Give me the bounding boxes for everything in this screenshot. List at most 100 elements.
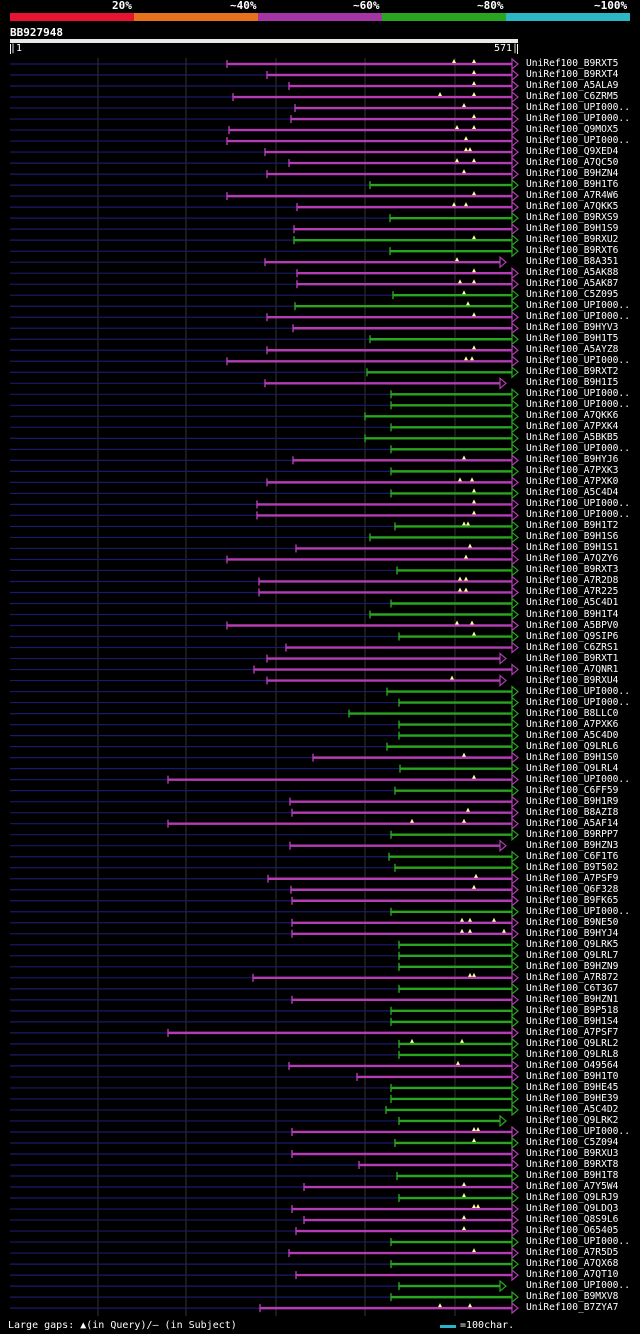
hit-label[interactable]: UniRef100_B9HYJ6 xyxy=(526,454,619,466)
hit-label[interactable]: UniRef100_A7Y5W4 xyxy=(526,1181,619,1193)
hit-label[interactable]: UniRef100_B9FK65 xyxy=(526,894,619,906)
hit-label[interactable]: UniRef100_B9RPP7 xyxy=(526,828,619,840)
hit-label[interactable]: UniRef100_A7R4W6 xyxy=(526,190,619,202)
hit-label[interactable]: UniRef100_Q9LDQ3 xyxy=(526,1203,619,1215)
hit-label[interactable]: UniRef100_Q9MOX5 xyxy=(526,124,619,136)
hit-label[interactable]: UniRef100_B9RXT1 xyxy=(526,652,619,664)
hit-label[interactable]: UniRef100_B7ZYA7 xyxy=(526,1302,619,1314)
hit-label[interactable]: UniRef100_B9RXT3 xyxy=(526,564,619,576)
hit-label[interactable]: UniRef100_UPI000.. xyxy=(526,443,630,455)
hit-label[interactable]: UniRef100_UPI000.. xyxy=(526,498,630,510)
hit-label[interactable]: UniRef100_A7QZY6 xyxy=(526,553,619,565)
hit-label[interactable]: UniRef100_A7PSF9 xyxy=(526,872,619,884)
hit-label[interactable]: UniRef100_A5AK87 xyxy=(526,278,619,290)
hit-label[interactable]: UniRef100_Q9LRK5 xyxy=(526,938,619,950)
hit-label[interactable]: UniRef100_B9H1T6 xyxy=(526,179,619,191)
hit-label[interactable]: UniRef100_B9H1S0 xyxy=(526,751,619,763)
hit-label[interactable]: UniRef100_B9RXT4 xyxy=(526,69,619,80)
hit-label[interactable]: UniRef100_A5C4D0 xyxy=(526,729,619,741)
hit-label[interactable]: UniRef100_A7R225 xyxy=(526,586,619,598)
hit-label[interactable]: UniRef100_B9RXU3 xyxy=(526,1147,619,1159)
hit-label[interactable]: UniRef100_C6T3G7 xyxy=(526,982,619,994)
hit-label[interactable]: UniRef100_B9RXT2 xyxy=(526,366,619,378)
hit-label[interactable]: UniRef100_A5AK88 xyxy=(526,267,619,279)
hit-label[interactable]: UniRef100_B9H1I5 xyxy=(526,377,619,389)
hit-label[interactable]: UniRef100_A5C4D1 xyxy=(526,597,619,609)
hit-label[interactable]: UniRef100_B9P518 xyxy=(526,1004,619,1016)
hit-label[interactable]: UniRef100_A7R872 xyxy=(526,971,619,983)
hit-label[interactable]: UniRef100_A7QT10 xyxy=(526,1269,619,1281)
hit-label[interactable]: UniRef100_A5ALA9 xyxy=(526,80,619,92)
hit-label[interactable]: UniRef100_B9HE39 xyxy=(526,1092,619,1104)
hit-label[interactable]: UniRef100_UPI000.. xyxy=(526,388,630,400)
hit-label[interactable]: UniRef100_B9RXT6 xyxy=(526,245,619,257)
hit-label[interactable]: UniRef100_C6ZRM5 xyxy=(526,91,619,103)
hit-label[interactable]: UniRef100_O49564 xyxy=(526,1059,619,1071)
hit-label[interactable]: UniRef100_A7R5D5 xyxy=(526,1247,619,1259)
hit-label[interactable]: UniRef100_B9H1S4 xyxy=(526,1015,619,1027)
hit-label[interactable]: UniRef100_O65405 xyxy=(526,1225,619,1237)
hit-label[interactable]: UniRef100_UPI000.. xyxy=(526,905,630,917)
hit-label[interactable]: UniRef100_Q9LRL8 xyxy=(526,1048,619,1060)
hit-label[interactable]: UniRef100_UPI000.. xyxy=(526,355,630,367)
hit-label[interactable]: UniRef100_B9HZN4 xyxy=(526,168,619,180)
hit-label[interactable]: UniRef100_B9RXT8 xyxy=(526,1159,619,1170)
hit-label[interactable]: UniRef100_B9H1T0 xyxy=(526,1070,619,1082)
hit-label[interactable]: UniRef100_C6ZRS1 xyxy=(526,641,619,653)
hit-label[interactable]: UniRef100_A7PXK0 xyxy=(526,476,619,488)
hit-label[interactable]: UniRef100_B9H1R9 xyxy=(526,795,619,807)
hit-label[interactable]: UniRef100_C5Z094 xyxy=(526,1136,619,1148)
hit-label[interactable]: UniRef100_B9H1T2 xyxy=(526,520,619,532)
hit-label[interactable]: UniRef100_A7PXK6 xyxy=(526,718,619,730)
hit-label[interactable]: UniRef100_C6F1T6 xyxy=(526,850,619,862)
hit-label[interactable]: UniRef100_B9H1T8 xyxy=(526,1170,619,1181)
hit-label[interactable]: UniRef100_UPI000.. xyxy=(526,773,630,785)
hit-label[interactable]: UniRef100_Q8S9L6 xyxy=(526,1214,619,1226)
hit-label[interactable]: UniRef100_B9RXU2 xyxy=(526,234,619,246)
hit-label[interactable]: UniRef100_UPI000.. xyxy=(526,300,630,312)
hit-label[interactable]: UniRef100_A5C4D2 xyxy=(526,1103,619,1115)
hit-label[interactable]: UniRef100_A7PSF7 xyxy=(526,1026,619,1038)
hit-label[interactable]: UniRef100_A5BKB5 xyxy=(526,432,619,444)
hit-label[interactable]: UniRef100_B9H1T4 xyxy=(526,608,619,620)
hit-label[interactable]: UniRef100_UPI000.. xyxy=(526,1125,630,1137)
hit-label[interactable]: UniRef100_A7PXK3 xyxy=(526,465,619,477)
hit-label[interactable]: UniRef100_Q9LRL2 xyxy=(526,1037,619,1049)
hit-label[interactable]: UniRef100_A7QX68 xyxy=(526,1258,619,1270)
hit-label[interactable]: UniRef100_B9RXS9 xyxy=(526,212,619,224)
hit-label[interactable]: UniRef100_B8AZI8 xyxy=(526,806,619,818)
hit-label[interactable]: UniRef100_A5BPV0 xyxy=(526,619,619,631)
hit-label[interactable]: UniRef100_B9T502 xyxy=(526,861,619,873)
hit-label[interactable]: UniRef100_B8A351 xyxy=(526,256,619,268)
hit-label[interactable]: UniRef100_A7R2D8 xyxy=(526,575,619,587)
hit-label[interactable]: UniRef100_B8LLC0 xyxy=(526,707,619,719)
hit-label[interactable]: UniRef100_B9H1S1 xyxy=(526,542,619,554)
hit-label[interactable]: UniRef100_Q9SIP6 xyxy=(526,630,619,642)
hit-label[interactable]: UniRef100_Q9LRJ9 xyxy=(526,1192,619,1204)
hit-label[interactable]: UniRef100_Q9LRL6 xyxy=(526,740,619,752)
hit-label[interactable]: UniRef100_B9HZN1 xyxy=(526,993,619,1005)
hit-label[interactable]: UniRef100_UPI000.. xyxy=(526,311,630,323)
hit-label[interactable]: UniRef100_A7PXK4 xyxy=(526,421,619,433)
hit-label[interactable]: UniRef100_B9HZN9 xyxy=(526,960,619,972)
hit-label[interactable]: UniRef100_A5C4D4 xyxy=(526,487,619,499)
hit-label[interactable]: UniRef100_A7QC50 xyxy=(526,157,619,169)
hit-label[interactable]: UniRef100_UPI000.. xyxy=(526,399,630,411)
hit-label[interactable]: UniRef100_Q9LRL4 xyxy=(526,762,619,774)
hit-label[interactable]: UniRef100_B9H1S6 xyxy=(526,531,619,543)
hit-label[interactable]: UniRef100_Q6F328 xyxy=(526,883,619,895)
hit-label[interactable]: UniRef100_UPI000.. xyxy=(526,102,630,114)
hit-label[interactable]: UniRef100_B9RXU4 xyxy=(526,674,619,686)
hit-label[interactable]: UniRef100_B9HZN3 xyxy=(526,839,619,851)
hit-label[interactable]: UniRef100_UPI000.. xyxy=(526,509,630,521)
hit-label[interactable]: UniRef100_B9HYJ4 xyxy=(526,927,619,939)
hit-label[interactable]: UniRef100_C6FF59 xyxy=(526,784,619,796)
hit-label[interactable]: UniRef100_A5AF14 xyxy=(526,817,619,829)
hit-label[interactable]: UniRef100_B9RXT5 xyxy=(526,58,619,69)
hit-label[interactable]: UniRef100_C5Z095 xyxy=(526,289,619,301)
hit-label[interactable]: UniRef100_Q9XED4 xyxy=(526,146,619,158)
hit-label[interactable]: UniRef100_B9HYV3 xyxy=(526,322,619,334)
hit-label[interactable]: UniRef100_UPI000.. xyxy=(526,135,630,147)
hit-label[interactable]: UniRef100_UPI000.. xyxy=(526,113,630,125)
hit-label[interactable]: UniRef100_B9NE50 xyxy=(526,916,619,928)
